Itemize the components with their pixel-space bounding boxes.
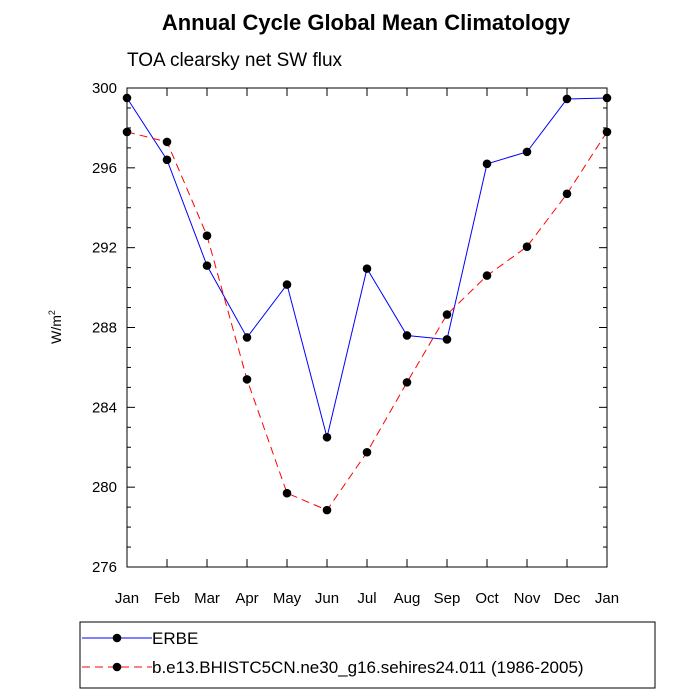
y-axis-label: W/m2: [47, 310, 64, 344]
y-tick-label: 300: [92, 80, 117, 97]
data-point: [162, 137, 172, 147]
data-point: [322, 432, 332, 442]
legend-erbe-label: ERBE: [152, 629, 198, 648]
x-tick-label: Jan: [115, 590, 139, 607]
x-tick-label: Jan: [595, 590, 619, 607]
data-point: [322, 505, 332, 515]
x-tick-label: Apr: [235, 590, 258, 607]
chart-title: Annual Cycle Global Mean Climatology: [162, 10, 571, 35]
data-point: [362, 447, 372, 457]
legend-box: [79, 621, 656, 689]
data-point: [242, 333, 252, 342]
x-tick-label: Sep: [434, 590, 461, 607]
data-point: [442, 310, 452, 319]
x-tick-label: Dec: [554, 590, 581, 607]
data-point: [442, 335, 452, 344]
data-point: [522, 147, 532, 157]
x-tick-label: Jul: [357, 590, 376, 607]
legend-erbe-marker: [112, 633, 122, 643]
x-tick-label: May: [273, 590, 302, 607]
legend: ERBE b.e13.BHISTC5CN.ne30_g16.sehires24.…: [79, 621, 656, 689]
x-tick-label: Jun: [315, 590, 339, 607]
data-point: [402, 331, 412, 340]
y-tick-labels: 276 280 284 288 292 296 300: [92, 80, 117, 576]
x-tick-label: Mar: [194, 590, 220, 607]
y-axis-label-base: W/m: [48, 315, 64, 344]
data-point: [202, 231, 212, 240]
data-point: [202, 261, 212, 270]
axis-ticks: [126, 87, 608, 568]
data-point: [282, 280, 292, 289]
y-axis-label-superscript: 2: [47, 310, 57, 315]
x-tick-label: Nov: [514, 590, 541, 607]
data-point: [362, 264, 372, 273]
y-tick-label: 296: [92, 160, 117, 177]
x-tick-labels: Jan Feb Mar Apr May Jun Jul Aug Sep Oct Nov Dec Jan: [115, 590, 619, 607]
data-point: [482, 159, 492, 169]
data-point: [282, 488, 292, 498]
series-0: [122, 93, 612, 442]
legend-model-marker: [112, 662, 122, 672]
chart-subtitle: TOA clearsky net SW flux: [127, 50, 343, 71]
y-tick-label: 288: [92, 320, 117, 337]
series-1: [122, 127, 612, 515]
plot-frame: [126, 87, 608, 568]
data-point: [482, 271, 492, 280]
data-point: [522, 242, 532, 251]
data-point: [242, 375, 252, 384]
x-tick-label: Feb: [154, 590, 180, 607]
x-tick-label: Aug: [394, 590, 421, 607]
series-layer: [122, 93, 612, 515]
data-point: [562, 94, 572, 104]
x-tick-label: Oct: [475, 590, 499, 607]
y-tick-label: 284: [92, 399, 117, 416]
y-tick-label: 276: [92, 559, 117, 576]
data-point: [562, 189, 572, 199]
data-point: [402, 378, 412, 387]
legend-model-label: b.e13.BHISTC5CN.ne30_g16.sehires24.011 (…: [152, 658, 584, 677]
y-tick-label: 280: [92, 479, 117, 496]
data-point: [162, 155, 172, 165]
y-tick-label: 292: [92, 240, 117, 257]
